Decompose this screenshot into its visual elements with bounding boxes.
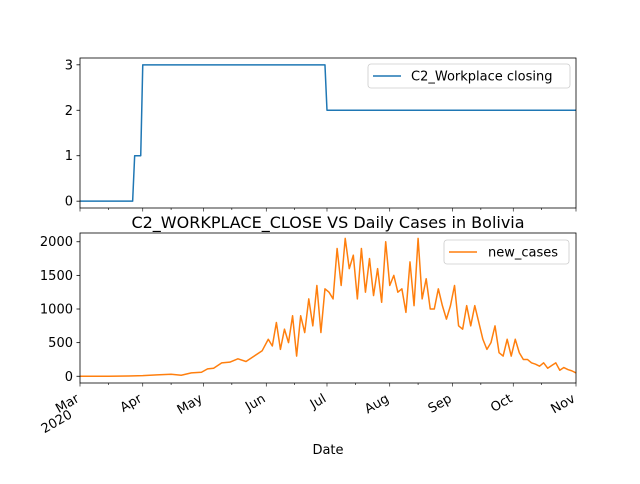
bottom-series-line-group xyxy=(80,237,577,378)
bottom-y-tick-label: 500 xyxy=(48,336,73,351)
top-panel-workplace-closing: 0 1 2 3 C2_Workplace closing xyxy=(65,57,577,212)
bottom-legend-label: new_cases xyxy=(488,246,558,261)
bottom-plot-frame xyxy=(79,232,577,384)
bottom-x-tick-label: Jul xyxy=(307,391,329,412)
top-x-axis xyxy=(79,208,577,212)
top-y-tick-label: 3 xyxy=(65,58,73,73)
bottom-series-line xyxy=(80,237,577,378)
top-legend-label: C2_Workplace closing xyxy=(411,70,552,85)
bottom-legend: new_cases xyxy=(443,239,570,265)
top-y-tick-label: 2 xyxy=(65,104,73,119)
top-series-line-group xyxy=(80,64,576,202)
top-y-axis: 0 1 2 3 xyxy=(65,58,80,210)
top-legend-box xyxy=(367,63,571,89)
bottom-y-tick-label: 1000 xyxy=(40,303,73,318)
bottom-y-tick-label: 0 xyxy=(65,370,73,385)
bottom-legend-box xyxy=(443,239,570,265)
bottom-y-tick-label: 2000 xyxy=(40,235,73,250)
bottom-y-axis: 0 500 1000 1500 2000 xyxy=(40,235,80,385)
top-legend: C2_Workplace closing xyxy=(367,63,571,89)
top-series-line xyxy=(80,64,576,202)
bottom-y-tick-label: 1500 xyxy=(40,269,73,284)
top-y-tick-label: 1 xyxy=(65,149,73,164)
bottom-chart-title: C2_WORKPLACE_CLOSE VS Daily Cases in Bol… xyxy=(131,213,524,233)
top-plot-frame xyxy=(79,57,577,209)
top-y-tick-label: 0 xyxy=(65,195,73,210)
bottom-x-axis-label: Date xyxy=(312,443,343,458)
